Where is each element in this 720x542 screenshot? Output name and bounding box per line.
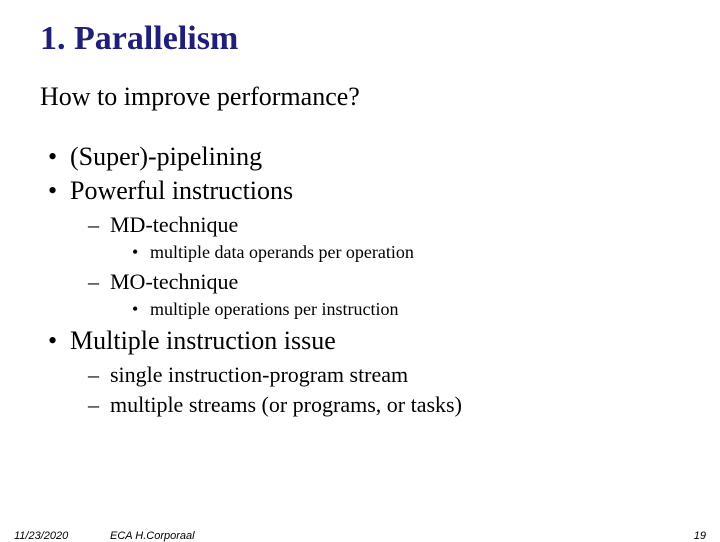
sub-item: multiple streams (or programs, or tasks) (110, 392, 680, 418)
bullet-text: Multiple instruction issue (70, 326, 336, 355)
sub-text: MO-technique (110, 269, 238, 294)
slide-title: 1. Parallelism (40, 20, 680, 58)
slide: 1. Parallelism How to improve performanc… (0, 0, 720, 540)
footer-source: ECA H.Corporaal (110, 530, 195, 542)
subsub-list: multiple data operands per operation (110, 242, 680, 263)
subsub-text: multiple data operands per operation (150, 242, 414, 262)
sub-text: multiple streams (or programs, or tasks) (110, 392, 462, 417)
sub-item: MO-technique multiple operations per ins… (110, 269, 680, 320)
bullet-text: (Super)-pipelining (70, 142, 262, 171)
footer-date: 11/23/2020 (14, 530, 68, 542)
subsub-text: multiple operations per instruction (150, 299, 398, 319)
bullet-text: Powerful instructions (70, 176, 293, 205)
sub-item: single instruction-program stream (110, 362, 680, 388)
sub-list: single instruction-program stream multip… (70, 362, 680, 418)
bullet-item: Powerful instructions MD-technique multi… (70, 176, 680, 320)
sub-text: MD-technique (110, 212, 238, 237)
subsub-list: multiple operations per instruction (110, 299, 680, 320)
subsub-item: multiple operations per instruction (150, 299, 680, 320)
subsub-item: multiple data operands per operation (150, 242, 680, 263)
sub-text: single instruction-program stream (110, 362, 408, 387)
bullet-list: (Super)-pipelining Powerful instructions… (40, 142, 680, 418)
bullet-item: (Super)-pipelining (70, 142, 680, 172)
footer-page: 19 (694, 530, 706, 542)
slide-subtitle: How to improve performance? (40, 82, 680, 112)
sub-item: MD-technique multiple data operands per … (110, 212, 680, 263)
bullet-item: Multiple instruction issue single instru… (70, 326, 680, 418)
sub-list: MD-technique multiple data operands per … (70, 212, 680, 320)
